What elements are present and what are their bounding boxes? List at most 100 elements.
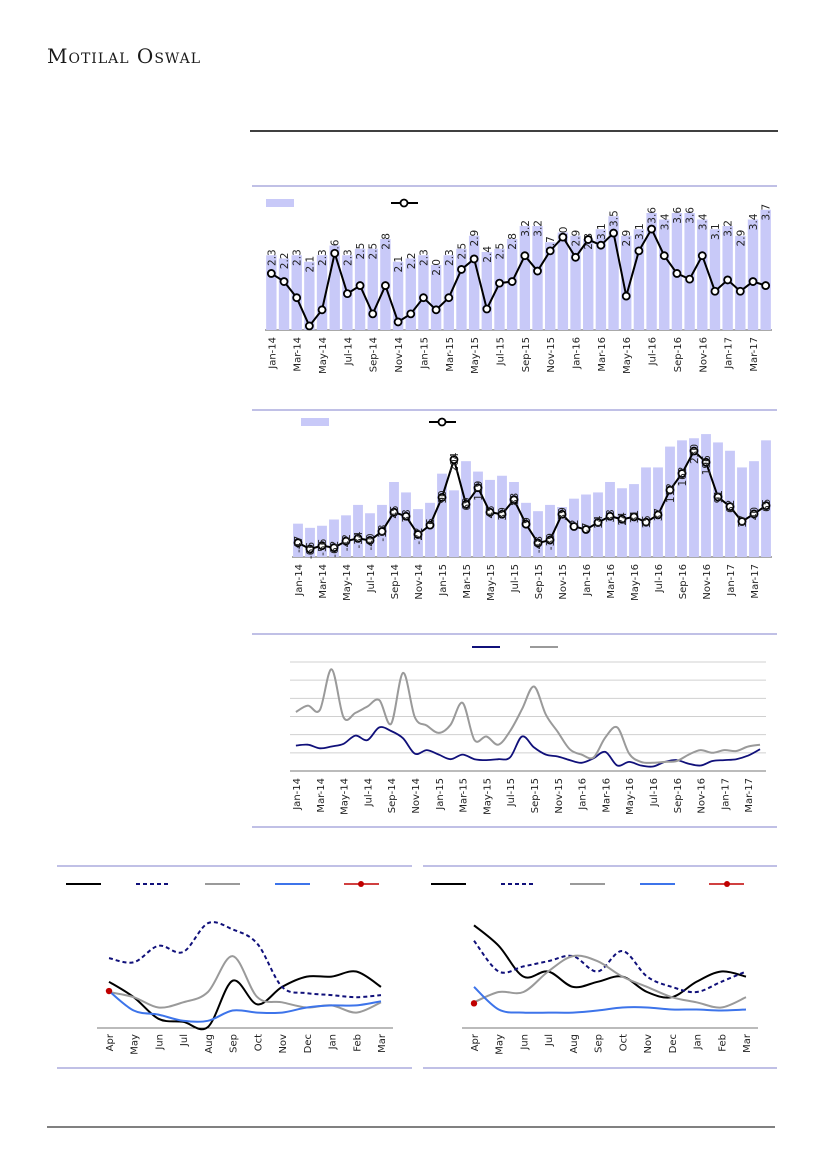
chart1-line-marker — [571, 252, 580, 262]
chart4-navy-dash-line — [108, 921, 382, 999]
chart2-line-label: -13 — [377, 524, 389, 541]
chart1-line-marker — [735, 286, 745, 296]
chart1-bar-label: 2.3 — [342, 249, 354, 266]
chart2-bar — [425, 502, 435, 557]
chart2-line-label: 196 — [701, 455, 713, 475]
chart1-tick-label: Jan-15 — [419, 337, 430, 370]
chart2-line-marker — [761, 501, 771, 511]
chart1-line-marker — [596, 240, 606, 250]
chart1-tick-label: Jan-17 — [724, 337, 735, 370]
chart2-line-marker — [737, 517, 747, 526]
chart1-bar-label: 3.4 — [697, 213, 709, 230]
chart2-bar — [437, 473, 447, 557]
chart1-tick-label: Jan-14 — [267, 337, 278, 370]
chart2-bar — [389, 482, 399, 557]
chart1-line-marker — [482, 304, 492, 314]
chart1-bar-label: 3.4 — [748, 213, 760, 230]
chart1-line-marker — [444, 293, 454, 303]
chart1-line-marker — [609, 228, 618, 238]
chart4-tick-label: Oct — [253, 1034, 264, 1051]
chart2-bar — [521, 502, 531, 557]
chart3-tick-label: Jul-16 — [649, 778, 660, 807]
chart2-bar — [461, 461, 471, 557]
chart2-line-label: 24 — [617, 512, 629, 526]
chart4-black-line — [108, 970, 382, 1031]
chart1-bar-label: 2.5 — [494, 243, 506, 260]
chart3-tick-label: Mar-14 — [316, 778, 327, 813]
chart2-line-marker — [353, 534, 363, 543]
chart1-bar — [621, 235, 632, 330]
chart1-tick-label: Jul-14 — [343, 337, 354, 366]
chart1-bar-label: 2.9 — [735, 230, 747, 247]
chart1-bar — [456, 248, 467, 330]
chart1-tick-label: Jul-15 — [495, 337, 506, 366]
chart1-tick-label: May-14 — [318, 337, 329, 374]
chart2-line-label: 112 — [665, 483, 677, 503]
chart4-grey-line — [108, 955, 382, 1014]
chart3-tick-label: May-15 — [482, 778, 493, 815]
chart2-line-label: -42 — [341, 534, 353, 551]
chart2-tick-label: Nov-15 — [558, 564, 569, 600]
chart1-tick-label: Mar-14 — [293, 337, 304, 372]
chart2-line-marker — [713, 492, 723, 502]
chart1-bar — [595, 229, 607, 330]
chart1-bar-label: 3.7 — [761, 204, 773, 221]
chart1-bar-label: 2.3 — [418, 249, 430, 266]
chart1-line-marker — [761, 281, 771, 290]
chart2-bar — [509, 482, 519, 557]
chart2-line-label: -39 — [545, 533, 557, 550]
chart2-line-marker — [605, 511, 615, 521]
chart1-bar — [443, 255, 454, 330]
chart1-line-marker — [304, 321, 314, 331]
chart1-bar-label: 3.6 — [672, 207, 684, 224]
chart2-line-marker — [569, 522, 579, 531]
chart1-tick-label: Sep-14 — [369, 337, 380, 372]
chart2-tick-label: Mar-15 — [462, 564, 473, 599]
chart2-line-label: 230 — [689, 444, 701, 464]
chart2-tick-label: Jan-14 — [294, 564, 305, 597]
chart1-bar — [329, 245, 340, 330]
chart1-line-marker — [621, 291, 631, 301]
chart5-tick-label: Jun — [519, 1034, 530, 1051]
chart1-tick-label: Mar-15 — [445, 337, 456, 372]
chart2-line-label: 119 — [473, 481, 485, 501]
chart2-line-marker — [677, 469, 687, 478]
chart3-tick-label: Jan-17 — [720, 778, 731, 811]
chart1-bar-label: 3.1 — [710, 223, 722, 240]
chart2-line-marker — [653, 510, 663, 520]
chart4-tick-label: Aug — [204, 1034, 215, 1054]
chart1-bar-label: 3.1 — [596, 223, 608, 240]
chart1-line-marker — [406, 309, 416, 319]
chart2-bar — [449, 490, 459, 557]
chart1-bar — [519, 226, 531, 330]
chart1-bar — [494, 248, 505, 330]
chart2-line-marker — [449, 455, 459, 465]
chart2-line-marker — [593, 518, 603, 527]
chart2-bar — [641, 467, 651, 557]
chart1-bar — [418, 255, 429, 330]
chart3: Jan-14 Mar-14 May-14 Jul-14 Sep-14 Nov-14 Jan-… — [290, 661, 766, 815]
chart2-line — [297, 449, 767, 551]
chart2-tick-label: Sep-15 — [534, 564, 545, 599]
chart1-bar — [468, 235, 480, 330]
chart2-line-marker — [557, 509, 567, 519]
chart2-bar — [677, 440, 687, 557]
chart2-line-marker — [305, 544, 315, 554]
chart2-line-label: 2 — [569, 519, 581, 526]
chart1-bar — [659, 219, 670, 330]
chart1-bar — [735, 235, 746, 330]
chart2-bar — [365, 513, 375, 557]
chart2-bar — [545, 504, 555, 557]
chart2-line-marker — [329, 543, 339, 553]
chart2-line-marker — [401, 511, 411, 521]
chart1-bar-label: 3.1 — [634, 223, 646, 240]
chart1-bar — [684, 213, 695, 330]
chart3-tick-label: Jul-14 — [363, 778, 374, 807]
chart2-bar — [701, 434, 711, 557]
chart2-line-marker — [293, 538, 303, 548]
chart5-tick-label: Sep — [594, 1034, 605, 1053]
chart1-line-marker — [672, 269, 682, 278]
chart1-tick-label: Sep-16 — [673, 337, 684, 372]
chart2-line-label: 6 — [425, 518, 437, 525]
chart5-tick-label: Aug — [569, 1034, 580, 1054]
